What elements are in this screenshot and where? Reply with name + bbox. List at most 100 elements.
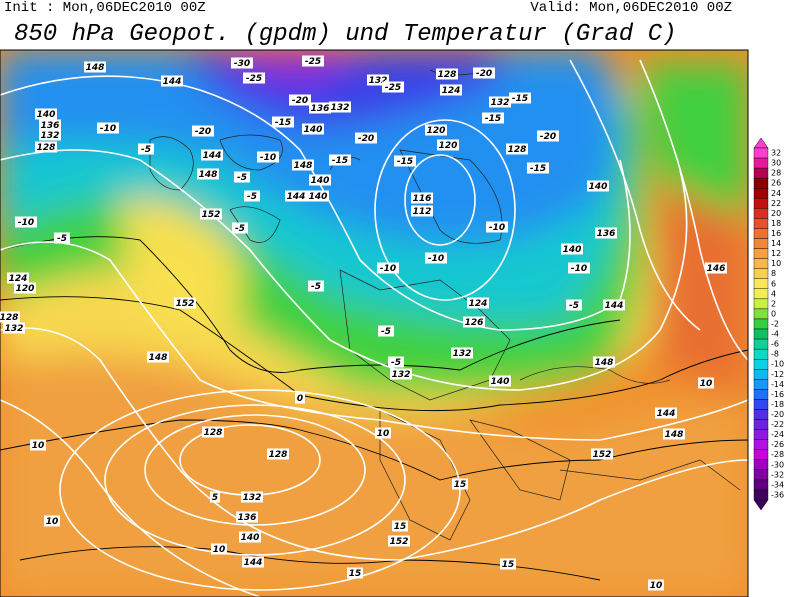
colorbar-tick-label: -12	[771, 370, 784, 379]
contour-label: -15	[332, 156, 348, 166]
contour-label: 15	[394, 522, 407, 532]
label-box	[425, 252, 447, 264]
label-box	[244, 190, 260, 202]
colorbar-segment	[753, 157, 769, 169]
label-box	[394, 155, 416, 167]
contour-label: -25	[246, 74, 262, 84]
colorbar: 32302826242220181614121086420-2-4-6-8-10…	[753, 137, 784, 511]
label-box	[30, 439, 46, 451]
contour-label: 128	[204, 428, 223, 438]
contour-label: 120	[439, 141, 458, 151]
contour-label: 152	[390, 537, 409, 547]
contour-label: 148	[595, 358, 614, 368]
contour-label: -15	[397, 157, 413, 167]
colorbar-segment	[753, 489, 769, 501]
contour-label: 144	[657, 409, 676, 419]
colorbar-segment	[753, 258, 769, 269]
contour-label: 132	[369, 76, 388, 86]
contour-label: 132	[243, 493, 262, 503]
label-box	[309, 174, 331, 186]
contour-label: -10	[380, 264, 396, 274]
contour-label: 144	[244, 558, 263, 568]
contour-label: 124	[469, 299, 488, 309]
contour-label: -20	[195, 127, 211, 137]
label-box	[309, 102, 331, 114]
label-box	[15, 216, 37, 228]
colorbar-tick-label: -8	[771, 350, 779, 359]
colorbar-segment	[753, 248, 769, 259]
label-box	[489, 96, 511, 108]
contour-label: -10	[100, 124, 116, 134]
colorbar-bottom-arrow	[753, 499, 769, 511]
label-box	[54, 232, 70, 244]
colorbar-segment	[753, 369, 769, 380]
contour-label: 140	[309, 192, 328, 202]
label-box	[3, 322, 25, 334]
label-box	[595, 227, 617, 239]
contour-label: -25	[385, 83, 401, 93]
contour-label: -10	[571, 264, 587, 274]
colorbar-segment	[753, 188, 769, 199]
contour-label: 124	[9, 274, 28, 284]
label-box	[289, 94, 311, 106]
colorbar-segment	[753, 439, 769, 450]
colorbar-tick-label: -26	[771, 440, 784, 449]
colorbar-tick-label: -6	[771, 340, 779, 349]
contour-label: -10	[260, 153, 276, 163]
contour-label: 132	[491, 98, 510, 108]
contour-label: -30	[234, 59, 250, 69]
contour-label: -15	[530, 164, 546, 174]
contour-label: -5	[311, 282, 321, 292]
contour-label: -5	[141, 145, 151, 155]
label-box	[482, 112, 504, 124]
label-box	[201, 149, 223, 161]
contour-label: -5	[237, 173, 247, 183]
colorbar-tick-label: -16	[771, 390, 784, 399]
label-box	[236, 511, 258, 523]
label-box	[489, 375, 511, 387]
contour-label: 140	[304, 125, 323, 135]
label-box	[509, 92, 531, 104]
label-box	[200, 208, 222, 220]
label-box	[655, 407, 677, 419]
contour-label: 146	[707, 264, 726, 274]
contour-label: 140	[589, 182, 608, 192]
label-box	[473, 67, 495, 79]
contour-label: 15	[349, 569, 362, 579]
contour-label: -5	[247, 192, 257, 202]
colorbar-tick-label: 20	[771, 209, 781, 218]
label-box	[232, 222, 248, 234]
colorbar-segment	[753, 399, 769, 410]
label-box	[411, 205, 433, 217]
label-box	[390, 368, 412, 380]
colorbar-tick-label: -32	[771, 470, 784, 479]
contour-label: 152	[176, 299, 195, 309]
label-box	[174, 297, 196, 309]
label-box	[591, 448, 613, 460]
colorbar-segment	[753, 268, 769, 279]
colorbar-segment	[753, 348, 769, 360]
label-box	[705, 262, 727, 274]
contour-label: -5	[381, 327, 391, 337]
label-box	[231, 57, 253, 69]
contour-label: 132	[453, 349, 472, 359]
colorbar-tick-label: -14	[771, 380, 784, 389]
contour-label: 152	[593, 450, 612, 460]
colorbar-tick-label: 18	[771, 219, 781, 228]
colorbar-segment	[753, 429, 769, 440]
contour-label: -15	[512, 94, 528, 104]
colorbar-segment	[753, 389, 769, 400]
label-box	[467, 297, 489, 309]
contour-label: 144	[287, 192, 306, 202]
colorbar-segment	[753, 208, 769, 219]
contour-label: 136	[311, 104, 330, 114]
label-box	[329, 101, 351, 113]
colorbar-segment	[753, 409, 769, 420]
colorbar-segment	[753, 469, 769, 481]
contour-label: -10	[428, 254, 444, 264]
contour-label: 148	[149, 353, 168, 363]
label-box	[537, 130, 559, 142]
label-box	[257, 151, 279, 163]
label-box	[138, 143, 154, 155]
contour-label: -5	[569, 301, 579, 311]
